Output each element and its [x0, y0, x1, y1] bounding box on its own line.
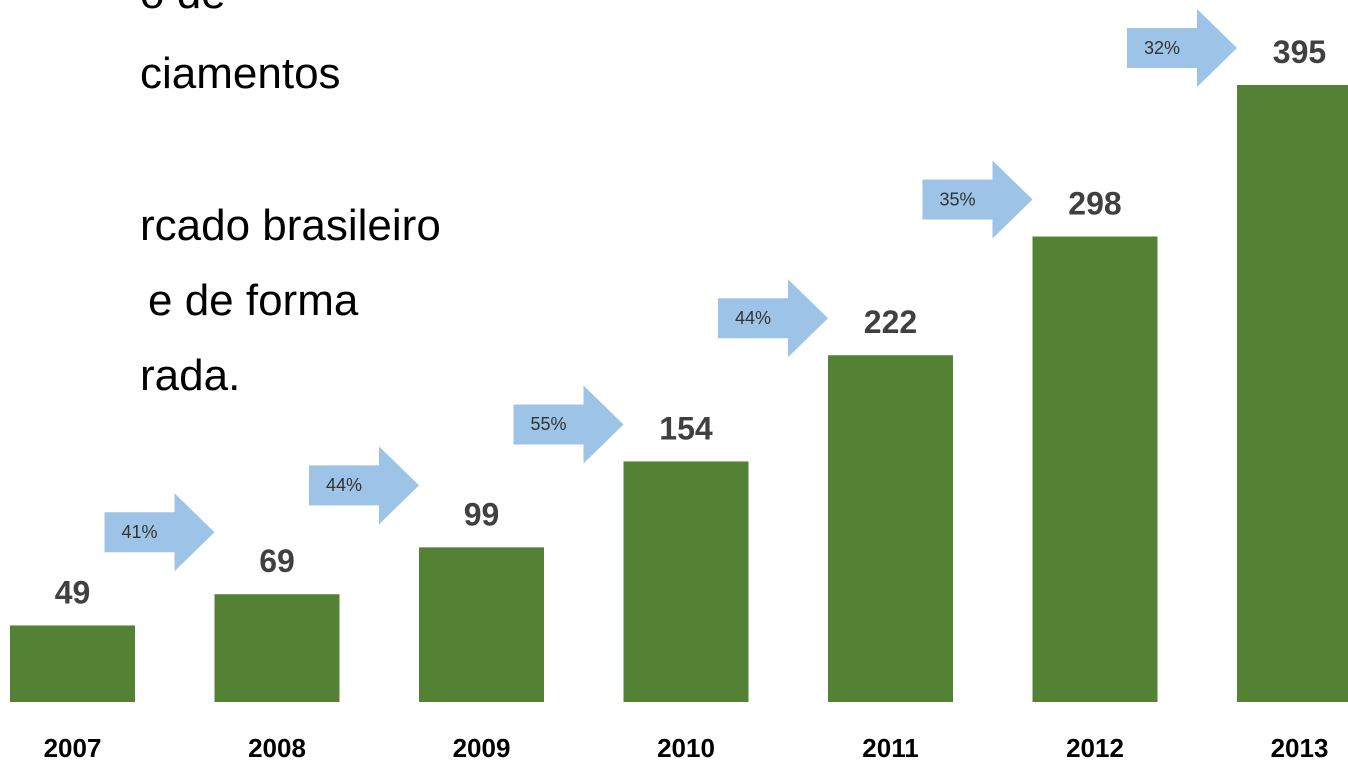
growth-label: 41% — [121, 522, 157, 542]
text-line: ciamentos — [140, 49, 341, 98]
x-tick-label: 2012 — [1066, 733, 1124, 763]
value-label: 222 — [864, 304, 917, 340]
growth-arrow — [104, 493, 215, 572]
bar — [828, 355, 953, 702]
bar — [1032, 236, 1158, 702]
bar — [1237, 85, 1348, 702]
value-label: 298 — [1068, 186, 1121, 222]
x-tick-label: 2007 — [44, 733, 102, 763]
x-tick-label: 2009 — [453, 733, 511, 763]
value-label: 154 — [659, 410, 713, 446]
value-label: 69 — [259, 543, 295, 579]
growth-label: 44% — [326, 475, 362, 495]
bar — [623, 461, 749, 702]
growth-arrow — [309, 446, 419, 525]
bar — [419, 547, 544, 702]
bar — [10, 625, 135, 702]
text-line: e de forma — [148, 276, 359, 325]
bar — [214, 594, 340, 702]
x-tick-label: 2008 — [248, 733, 306, 763]
x-tick-label: 2013 — [1271, 733, 1329, 763]
value-label: 99 — [464, 496, 500, 532]
growth-label: 44% — [735, 308, 771, 328]
growth-label: 32% — [1144, 38, 1180, 58]
text-line: rcado brasileiro — [140, 201, 441, 250]
growth-arrow — [922, 160, 1033, 239]
value-label: 395 — [1273, 34, 1326, 70]
growth-arrow — [1127, 9, 1237, 87]
x-tick-label: 2011 — [862, 733, 918, 763]
text-line: o de — [140, 0, 226, 18]
growth-arrow — [718, 279, 828, 358]
growth-label: 35% — [939, 189, 975, 209]
growth-arrow — [513, 385, 624, 464]
value-label: 49 — [55, 574, 91, 610]
growth-label: 55% — [530, 414, 566, 434]
text-line: rada. — [140, 351, 240, 400]
x-tick-label: 2010 — [657, 733, 715, 763]
